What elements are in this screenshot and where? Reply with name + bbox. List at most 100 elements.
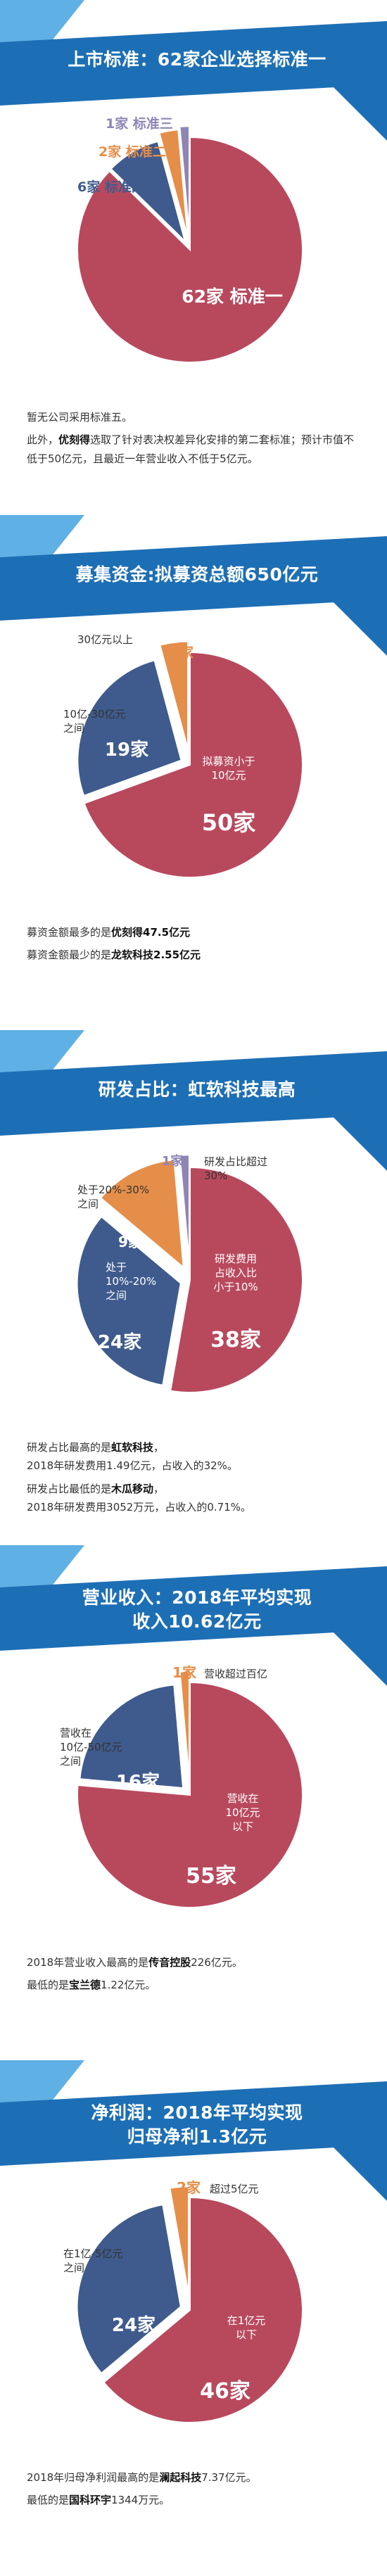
banner-title-line: 净利润：2018年平均实现 <box>91 2102 303 2123</box>
pie-slice <box>83 651 303 878</box>
note-line: 研发占比最高的是虹软科技， <box>27 1438 364 1457</box>
note-highlight: 木瓜移动 <box>111 1482 154 1495</box>
note-line: 募资金额最多的是优刻得47.5亿元 <box>27 923 364 941</box>
slice-value-label: 62家 标准一 <box>182 286 283 307</box>
note-text: 选取了针对表决权差异化安排的第二套标准；预计市值不低于50亿元，且最近一年营业收… <box>27 433 355 465</box>
banner-title-line: 研发占比：虹软科技最高 <box>98 1079 296 1100</box>
pie-slice <box>79 1684 184 1789</box>
note-highlight: 优刻得47.5亿元 <box>111 926 191 939</box>
note-text: 暂无公司采用标准五。 <box>27 411 133 424</box>
note-text: 最低的是 <box>27 1979 70 1992</box>
banner-corner-right <box>331 599 387 656</box>
banner-band <box>0 2081 387 2166</box>
pie-chart: 62家 标准一 6家 标准四 2家 标准二 1家 标准三 <box>77 115 303 363</box>
section-net-profit: 净利润：2018年平均实现 归母净利1.3亿元 46家 24家 2家在1亿元以下 在1… <box>0 2060 387 2574</box>
section-banner: 上市标准：62家企业选择标准一 <box>0 0 387 144</box>
slice-value-label: 55家 <box>186 1864 236 1889</box>
banner-title: 募集资金:拟募资总额650亿元 <box>28 563 366 587</box>
note-text: 2018年营业收入最高的是 <box>27 1956 149 1969</box>
slice-value-label: 6家 标准四 <box>77 179 145 195</box>
note-text: 募资金额最多的是 <box>27 926 112 939</box>
note-line: 2018年营业收入最高的是传音控股226亿元。 <box>27 1953 364 1972</box>
slice-value-label: 46家 <box>200 2379 250 2404</box>
banner-band <box>0 21 387 106</box>
banner-graphic <box>0 0 387 141</box>
banner-corner-right <box>331 1630 387 1686</box>
slice-value-label: 2家 <box>177 2179 201 2196</box>
note-highlight: 传音控股 <box>148 1956 191 1969</box>
slice-value-label: 16家 <box>116 1771 160 1793</box>
pie-slice <box>77 659 182 797</box>
pie-slice <box>103 2196 303 2423</box>
note-line: 最低的是国科环宇1344万元。 <box>27 2491 364 2509</box>
slice-value-label: 50家 <box>202 809 256 836</box>
banner-title-line: 收入10.62亿元 <box>132 1611 262 1632</box>
slice-category-label: 营收超过百亿 <box>204 1668 267 1680</box>
banner-title: 上市标准：62家企业选择标准一 <box>28 48 366 72</box>
pie-slice <box>77 1681 303 1908</box>
note-line: 此外，优刻得选取了针对表决权差异化安排的第二套标准；预计市值不低于50亿元，且最… <box>27 431 364 468</box>
banner-title-line: 募集资金:拟募资总额650亿元 <box>75 564 319 585</box>
slice-category-label: 30亿元以上 <box>77 633 133 646</box>
pie-chart-container: 46家 24家 2家在1亿元以下 在1亿-5亿元之间 超过5亿元 <box>0 2173 387 2454</box>
pie-slice <box>170 1166 303 1393</box>
banner-band <box>0 536 387 621</box>
note-text: 7.37亿元。 <box>201 2471 257 2484</box>
section-banner: 募集资金:拟募资总额650亿元 <box>0 515 387 659</box>
banner-corner-right <box>331 84 387 141</box>
slice-category-label: 在1亿-5亿元之间 <box>63 2247 123 2274</box>
note-line: 最低的是宝兰德1.22亿元。 <box>27 1976 364 1994</box>
section-notes: 募资金额最多的是优刻得47.5亿元 募资金额最少的是龙软科技2.55亿元 <box>27 923 364 969</box>
slice-value-label: 1家 <box>172 1664 197 1681</box>
note-text: 募资金额最少的是 <box>27 948 112 962</box>
slice-category-label: 拟募资小于 10亿元 <box>202 755 255 782</box>
section-notes: 研发占比最高的是虹软科技， 2018年研发费用1.49亿元，占收入的32%。 研… <box>27 1438 364 1521</box>
note-text: 2018年研发费用1.49亿元，占收入的32%。 <box>27 1459 238 1473</box>
note-highlight: 宝兰德 <box>69 1979 101 1992</box>
note-text: 1.22亿元。 <box>101 1979 156 1992</box>
banner-title: 净利润：2018年平均实现 归母净利1.3亿元 <box>28 2101 366 2149</box>
slice-category-label: 超过5亿元 <box>210 2183 259 2195</box>
pie-slice <box>179 1154 190 1264</box>
section-banner: 营业收入：2018年平均实现 收入10.62亿元 <box>0 1545 387 1689</box>
slice-value-label: 1家 标准三 <box>106 115 173 132</box>
section-notes: 2018年营业收入最高的是传音控股226亿元。 最低的是宝兰德1.22亿元。 <box>27 1953 364 1999</box>
note-text: 研发占比最低的是 <box>27 1482 112 1495</box>
slice-category-label: 营收在 10亿-50亿元之间 <box>60 1727 122 1768</box>
slice-category-label: 研发占比超过 30% <box>204 1155 267 1182</box>
note-text: 226亿元。 <box>191 1956 243 1969</box>
section-banner: 净利润：2018年平均实现 归母净利1.3亿元 <box>0 2060 387 2204</box>
pie-slice <box>77 136 303 363</box>
pie-slice <box>76 1215 182 1386</box>
slice-category-label: 营收在 10亿元以下 <box>225 1792 260 1833</box>
note-text: 2018年归母净利润最高的是 <box>27 2471 160 2484</box>
slice-value-label: 38家 <box>210 1328 261 1352</box>
pie-slice <box>99 1159 184 1269</box>
note-highlight: 龙软科技2.55亿元 <box>111 948 201 962</box>
pie-slice <box>76 2204 182 2375</box>
slice-value-label: 1家 <box>162 1153 184 1169</box>
banner-title-line: 归母净利1.3亿元 <box>127 2126 267 2147</box>
banner-title: 研发占比：虹软科技最高 <box>28 1078 366 1102</box>
pie-slice <box>110 140 186 244</box>
note-highlight: 澜起科技 <box>159 2471 202 2484</box>
slice-value-label: 24家 <box>112 2314 156 2336</box>
slice-category-label: 处于20%-30%之间 <box>77 1184 149 1210</box>
note-line: 募资金额最少的是龙软科技2.55亿元 <box>27 946 364 964</box>
slice-category-label: 在1亿元以下 <box>227 2314 266 2341</box>
note-text: ， <box>153 1482 165 1495</box>
section-listing-standard: 上市标准：62家企业选择标准一 62家 标准一 6家 标准四 2家 标准二 1家 标准… <box>0 0 387 514</box>
pie-chart-container: 62家 标准一 6家 标准四 2家 标准二 1家 标准三 <box>0 113 387 394</box>
note-text: 1344万元。 <box>111 2494 170 2507</box>
section-notes: 2018年归母净利润最高的是澜起科技7.37亿元。 最低的是国科环宇1344万元… <box>27 2468 364 2514</box>
section-rd-ratio: 研发占比：虹软科技最高 38家 24家 9家 1家 研发费用占收入比小于10% 处于 10%… <box>0 1030 387 1544</box>
slice-value-label: 9家 <box>118 1233 143 1250</box>
slice-value-label: 19家 <box>105 739 148 761</box>
slice-category-label: 研发费用占收入比小于10% <box>213 1252 258 1293</box>
banner-corner-right <box>331 2145 387 2201</box>
note-line: 研发占比最低的是木瓜移动， <box>27 1480 364 1498</box>
